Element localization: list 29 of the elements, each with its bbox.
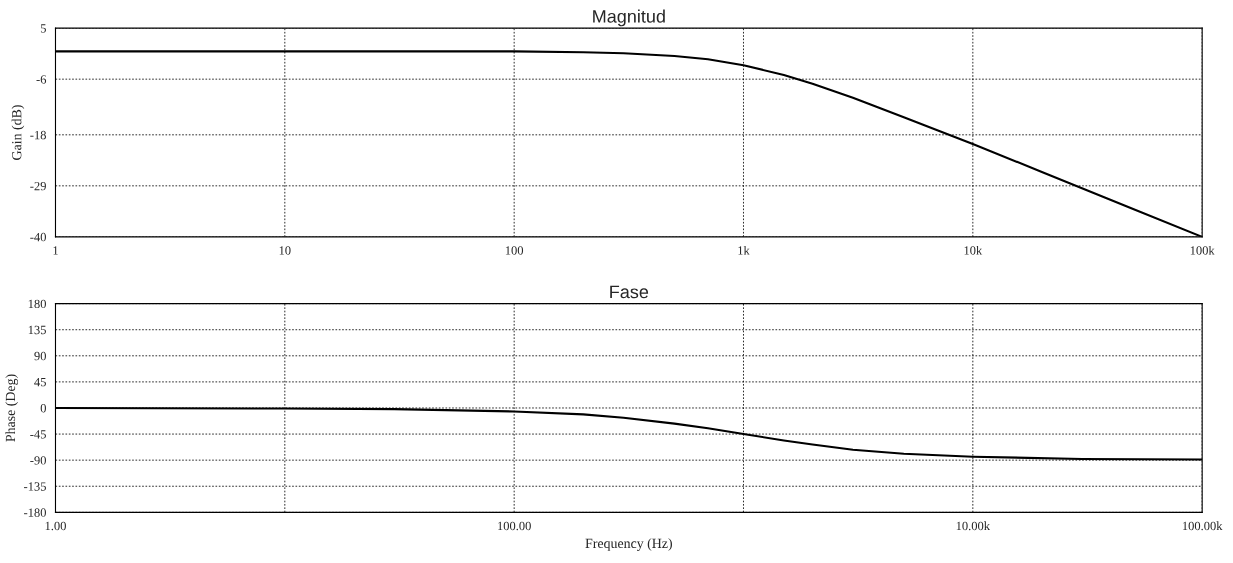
chart-title: Fase	[610, 285, 649, 299]
x-tick-label: 100	[505, 246, 524, 255]
x-tick-label: 10.00k	[956, 521, 991, 531]
y-tick-label: -180	[24, 508, 46, 517]
y-tick-label: 0	[40, 404, 46, 413]
x-tick-label: 100k	[1190, 245, 1215, 255]
y-tick-label: -45	[30, 430, 46, 439]
x-tick-label: 100.00k	[1182, 521, 1223, 531]
y-tick-label: -40	[30, 232, 46, 242]
y-tick-label: 5	[40, 24, 46, 33]
y-tick-label: -90	[30, 456, 46, 465]
y-tick-label: -6	[36, 75, 47, 84]
y-tick-label: 180	[28, 299, 46, 309]
y-tick-label: 90	[34, 351, 46, 361]
y-tick-label: -135	[24, 482, 46, 491]
x-tick-label: 1k	[738, 245, 750, 255]
x-tick-label: 100.00	[498, 521, 531, 531]
y-tick-label: -29	[30, 181, 46, 191]
x-axis-title: Frequency (Hz)	[585, 538, 672, 551]
x-tick-label: 10	[279, 246, 291, 255]
x-tick-label: 10k	[964, 245, 983, 255]
y-axis-title: Gain (dB)	[11, 105, 25, 160]
chart-title: Magnitud	[593, 9, 665, 27]
y-axis-title: Phase (Deg)	[5, 374, 18, 442]
x-tick-label: 1.00	[45, 521, 66, 531]
x-tick-label: 1	[53, 246, 58, 255]
y-tick-label: 135	[28, 325, 46, 335]
y-tick-label: 45	[34, 378, 46, 387]
y-tick-label: -18	[30, 130, 46, 140]
